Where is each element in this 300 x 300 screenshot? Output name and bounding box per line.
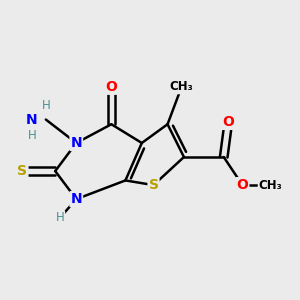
Text: O: O — [105, 80, 117, 94]
Text: H: H — [41, 99, 50, 112]
Text: CH₃: CH₃ — [170, 80, 194, 93]
Text: H: H — [56, 212, 64, 224]
Text: CH₃: CH₃ — [259, 178, 282, 192]
Text: N: N — [26, 112, 38, 127]
Text: O: O — [223, 115, 234, 129]
Text: S: S — [148, 178, 158, 192]
Text: H: H — [27, 130, 36, 142]
Text: N: N — [70, 192, 82, 206]
Text: S: S — [17, 164, 28, 178]
Text: O: O — [236, 178, 248, 192]
Text: N: N — [70, 136, 82, 150]
